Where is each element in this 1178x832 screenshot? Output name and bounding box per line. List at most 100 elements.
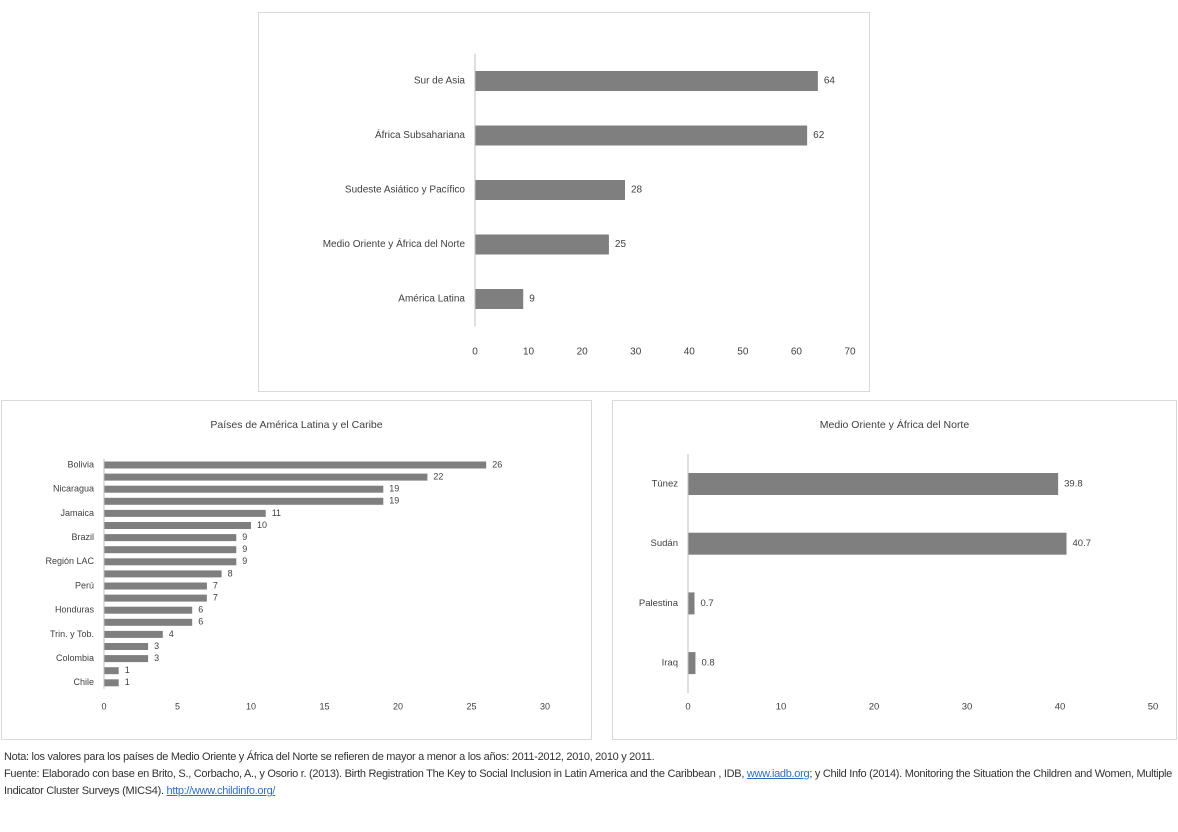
x-tick-label: 40 [684,347,696,358]
fuente: Fuente: Elaborado con base en Brito, S.,… [4,766,1172,800]
x-tick-label: 0 [101,701,106,711]
x-tick-label: 20 [393,701,403,711]
x-tick-label: 60 [791,347,803,358]
fuente-text: ; y Child Info (2014). Monitoring the Si… [4,768,1172,797]
value-label: 8 [228,568,233,578]
x-tick-label: 50 [737,347,749,358]
bar [688,473,1059,495]
bar [104,473,428,481]
value-label: 9 [242,556,247,566]
y-tick-label: África Subsahariana [375,128,465,141]
y-tick-label: Chile [73,677,94,687]
bar [104,497,384,505]
value-label: 1 [125,677,130,687]
x-tick-label: 0 [685,702,690,713]
bar [104,582,207,590]
y-tick-label: Jamaica [60,508,94,518]
value-label: 11 [272,508,281,518]
y-tick-label: Sudeste Asiático y Pacífico [345,185,466,196]
bar [104,667,119,675]
bar [104,606,193,614]
value-label: 25 [615,239,627,250]
x-tick-label: 5 [175,701,180,711]
value-label: 4 [169,629,174,639]
x-tick-label: 20 [869,702,880,713]
value-label: 39.8 [1064,479,1083,490]
y-tick-label: Trin. y Tob. [50,629,94,639]
nota: Nota: los valores para los países de Med… [4,751,655,763]
link[interactable]: www.iadb.org [746,768,810,780]
value-label: 40.7 [1073,538,1092,549]
bar [104,546,237,554]
y-tick-label: Sur de Asia [414,76,466,87]
bar [104,594,207,602]
chart-title: Países de América Latina y el Caribe [210,419,382,431]
bar [104,655,149,663]
value-label: 64 [824,76,836,87]
value-label: 9 [242,544,247,554]
y-tick-label: Nicaragua [53,484,94,494]
value-label: 22 [433,471,443,481]
value-label: 28 [631,185,643,196]
y-tick-label: Túnez [652,479,679,490]
fuente-text: Fuente: Elaborado con base en Brito, S.,… [4,768,747,780]
y-tick-label: Iraq [662,658,678,669]
bar [475,125,808,146]
value-label: 26 [492,459,502,469]
bar [104,679,119,687]
y-tick-label: Región LAC [45,556,94,566]
bar [475,289,524,309]
x-tick-label: 30 [630,347,642,358]
chart-frame [1,400,592,740]
y-tick-label: Colombia [56,653,94,663]
value-label: 62 [813,130,825,141]
x-tick-label: 10 [246,701,256,711]
x-tick-label: 20 [577,347,589,358]
value-label: 1 [125,665,130,675]
chart-frame [612,400,1177,740]
y-tick-label: Medio Oriente y África del Norte [323,237,466,250]
value-label: 6 [198,617,203,627]
value-label: 3 [154,653,159,663]
value-label: 19 [389,496,399,506]
bar [104,618,193,626]
bar [688,652,696,675]
y-tick-label: América Latina [398,294,465,305]
bar [475,234,609,255]
bar [475,180,625,200]
bar [104,534,237,542]
link[interactable]: http://www.childinfo.org/ [166,785,276,797]
bar [104,522,251,529]
value-label: 7 [213,580,218,590]
value-label: 19 [389,484,399,494]
y-tick-label: Perú [75,580,94,590]
bar [104,461,487,469]
value-label: 0.8 [701,658,714,669]
x-tick-label: 30 [962,702,973,713]
x-tick-label: 30 [540,701,550,711]
x-tick-label: 70 [844,347,856,358]
bar [104,509,266,517]
value-label: 9 [529,294,535,305]
bar [475,71,818,91]
y-tick-label: Brazil [71,532,94,542]
x-tick-label: 25 [466,701,476,711]
y-tick-label: Honduras [55,605,95,615]
bar [688,532,1067,555]
chart-frame [258,12,870,392]
value-label: 6 [198,605,203,615]
bar [104,643,149,650]
bar [104,558,237,566]
notes: Nota: los valores para los países de Med… [4,749,1172,800]
y-tick-label: Palestina [639,598,679,609]
chart-title: Medio Oriente y África del Norte [820,418,970,431]
value-label: 7 [213,592,218,602]
value-label: 3 [154,641,159,651]
x-tick-label: 10 [776,702,787,713]
value-label: 9 [242,532,247,542]
x-tick-label: 15 [319,701,329,711]
y-tick-label: Sudán [651,538,678,549]
y-tick-label: Bolivia [67,459,94,469]
x-tick-label: 50 [1148,702,1159,713]
bar [104,570,222,578]
